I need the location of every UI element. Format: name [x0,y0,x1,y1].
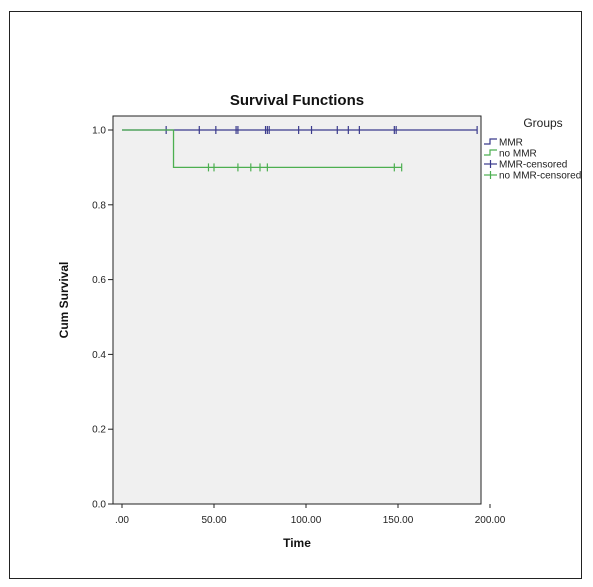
x-axis: .00 50.00 100.00 150.00 200.00 [115,504,506,526]
y-tick-label: 0.0 [92,500,106,511]
y-tick-label: 0.4 [92,350,106,361]
legend-label: no MMR [499,149,537,160]
legend-item: MMR-censored [484,160,567,171]
x-tick-label: 150.00 [383,515,414,526]
series-line-no-mmr [122,129,402,169]
x-tick-label: 100.00 [291,515,322,526]
y-tick-label: 0.8 [92,200,106,211]
legend-label: MMR [499,138,523,149]
series-no-mmr [122,129,403,172]
plot-area [112,115,482,505]
legend-item: MMR [484,138,523,149]
series-layer [122,126,478,172]
x-tick-label: .00 [115,515,129,526]
x-axis-title: Time [283,536,311,550]
y-tick-label: 1.0 [92,126,106,137]
chart-title: Survival Functions [230,92,364,109]
legend-label: no MMR-censored [499,171,581,182]
y-axis: 0.0 0.2 0.4 0.6 0.8 1.0 [92,126,113,511]
y-tick-label: 0.6 [92,275,106,286]
x-tick-label: 200.00 [475,515,506,526]
legend-label: MMR-censored [499,160,567,171]
legend-swatch-line [484,149,497,156]
chart-frame: Survival Functions Time Cum Survival .00… [9,11,582,579]
survival-chart: Survival Functions Time Cum Survival .00… [57,92,581,550]
legend-title: Groups [523,116,562,130]
y-axis-title: Cum Survival [57,262,71,339]
y-tick-label: 0.2 [92,425,106,436]
legend-item: no MMR-censored [484,171,581,182]
legend-swatch-line [484,138,497,145]
x-tick-label: 50.00 [201,515,226,526]
legend-item: no MMR [484,149,537,160]
